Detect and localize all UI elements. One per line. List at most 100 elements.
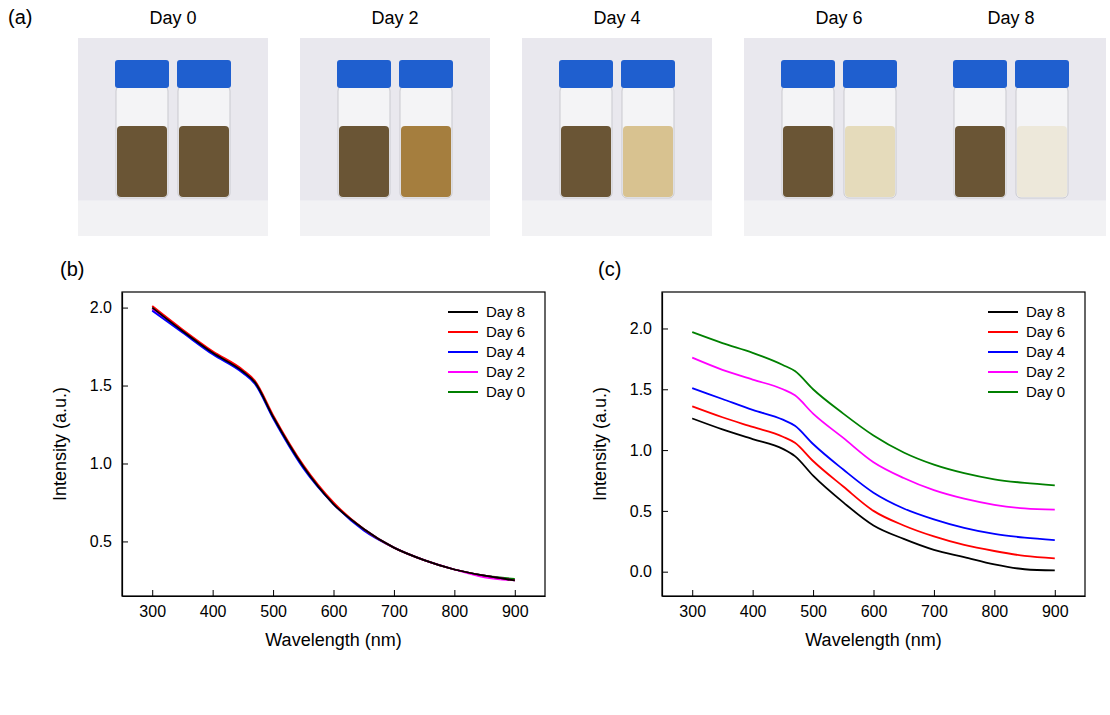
y-axis: 0.5 1.0 1.5 2.0 — [90, 293, 128, 597]
x-tick-mark — [994, 590, 995, 596]
y-tick-label: 1.0 — [630, 442, 652, 459]
photo-title: Day 6 — [815, 8, 862, 28]
legend-swatch — [988, 371, 1018, 373]
x-tick-label: 800 — [982, 603, 1009, 620]
y-tick: 1.0 — [630, 442, 668, 459]
series-line — [692, 406, 1055, 558]
y-tick-label: 2.0 — [90, 299, 112, 316]
photo-background — [78, 38, 268, 236]
legend-entry: Day 0 — [988, 383, 1065, 400]
x-tick: 800 — [982, 590, 1009, 620]
vial-glass — [400, 86, 452, 198]
series-line — [692, 418, 1055, 570]
y-axis-line — [662, 293, 663, 597]
vial-liquid — [179, 126, 229, 197]
legend-entry: Day 0 — [448, 383, 525, 400]
vial-cap — [559, 60, 613, 88]
photo-floor — [916, 200, 1106, 236]
x-tick: 300 — [139, 590, 166, 620]
vial-liquid — [1017, 126, 1067, 197]
legend-label: Day 0 — [486, 383, 525, 400]
legend-label: Day 4 — [486, 343, 525, 360]
y-axis-title: Intensity (a.u.) — [50, 387, 70, 501]
x-axis: 300400500600700800900 — [123, 590, 546, 620]
x-tick-label: 600 — [861, 603, 888, 620]
y-tick: 1.0 — [90, 455, 128, 472]
vial-glass — [560, 86, 612, 198]
x-tick-mark — [394, 590, 395, 596]
x-tick: 900 — [1042, 590, 1069, 620]
x-tick-mark — [454, 590, 455, 596]
y-tick-mark — [122, 386, 128, 387]
chart: (c)3004005006007008009000.00.51.01.52.0W… — [590, 258, 1086, 650]
photo-floor — [522, 200, 712, 236]
x-tick-mark — [515, 590, 516, 596]
legend-entry: Day 6 — [448, 323, 525, 340]
vial-glass — [622, 86, 674, 198]
lines — [692, 332, 1055, 570]
series-line — [692, 358, 1055, 510]
y-tick-mark — [662, 450, 668, 451]
legend-label: Day 8 — [486, 303, 525, 320]
figure: (a)Day 0Day 2Day 4Day 6Day 8(b)300400500… — [0, 0, 1110, 715]
x-tick: 800 — [442, 590, 469, 620]
x-tick-mark — [273, 590, 274, 596]
legend-label: Day 4 — [1026, 343, 1065, 360]
x-tick-label: 400 — [200, 603, 227, 620]
lines — [152, 306, 515, 580]
photo-floor — [744, 200, 934, 236]
y-tick-label: 0.5 — [630, 503, 652, 520]
vial-liquid — [783, 126, 833, 197]
series-line — [152, 309, 515, 580]
panel-label: (b) — [60, 258, 84, 280]
photo-title: Day 2 — [371, 8, 418, 28]
plot-frame — [122, 292, 545, 596]
vial-liquid — [845, 126, 895, 197]
legend-entry: Day 2 — [988, 363, 1065, 380]
x-tick: 500 — [260, 590, 287, 620]
x-axis-title: Wavelength (nm) — [805, 630, 941, 650]
y-tick: 0.0 — [630, 563, 668, 580]
series-line — [152, 306, 515, 580]
vial-cap — [621, 60, 675, 88]
x-tick-mark — [813, 590, 814, 596]
legend-swatch — [988, 331, 1018, 333]
legend-label: Day 6 — [486, 323, 525, 340]
photo-floor — [78, 200, 268, 236]
vial-glass — [782, 86, 834, 198]
legend-entry: Day 4 — [988, 343, 1065, 360]
legend-entry: Day 8 — [448, 303, 525, 320]
y-tick: 1.5 — [90, 377, 128, 394]
x-tick-mark — [152, 590, 153, 596]
x-tick: 900 — [502, 590, 529, 620]
photo-background — [522, 38, 712, 236]
legend-label: Day 0 — [1026, 383, 1065, 400]
x-tick-mark — [874, 590, 875, 596]
photo-floor — [300, 200, 490, 236]
vial-cap — [177, 60, 231, 88]
series-line — [152, 308, 515, 581]
y-tick-label: 0.5 — [90, 533, 112, 550]
legend: Day 8Day 6Day 4Day 2Day 0 — [448, 303, 525, 400]
vial-liquid — [339, 126, 389, 197]
x-tick-label: 900 — [1042, 603, 1069, 620]
y-tick-mark — [662, 572, 668, 573]
legend-entry: Day 8 — [988, 303, 1065, 320]
x-tick-label: 500 — [800, 603, 827, 620]
vial-cap — [781, 60, 835, 88]
x-tick-label: 300 — [139, 603, 166, 620]
legend-entry: Day 6 — [988, 323, 1065, 340]
x-tick: 700 — [381, 590, 408, 620]
photo-title: Day 0 — [149, 8, 196, 28]
panel-label: (c) — [598, 258, 621, 280]
vial-cap — [399, 60, 453, 88]
photo — [522, 38, 712, 236]
photo-background — [300, 38, 490, 236]
y-tick-mark — [122, 308, 128, 309]
y-tick: 2.0 — [630, 320, 668, 337]
y-tick-mark — [662, 328, 668, 329]
chart: (b)3004005006007008009000.51.01.52.0Wave… — [50, 258, 546, 650]
y-tick-label: 1.5 — [90, 377, 112, 394]
x-tick: 500 — [800, 590, 827, 620]
vial-cap — [337, 60, 391, 88]
